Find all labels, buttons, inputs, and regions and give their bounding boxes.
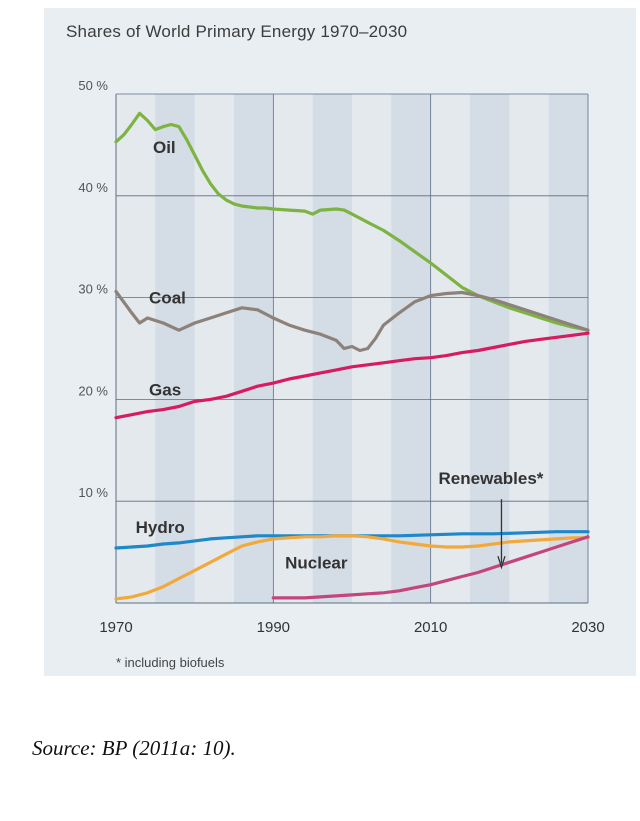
series-line-coal <box>114 289 590 353</box>
band-2025 <box>548 94 588 603</box>
series-line-gas <box>114 331 590 420</box>
series-lines <box>114 111 590 601</box>
band-2020 <box>509 94 549 603</box>
y-tick-label: 40 % <box>78 180 108 195</box>
series-label-renewables: Renewables* <box>439 469 544 488</box>
series-label-oil: Oil <box>153 138 176 157</box>
band-1970 <box>116 94 156 603</box>
annotations <box>497 499 506 570</box>
series-label-gas: Gas <box>149 380 181 399</box>
y-tick-label: 10 % <box>78 485 108 500</box>
x-tick-labels: 1970 1990 2010 2030 <box>99 619 604 636</box>
footnote: * including biofuels <box>116 655 225 670</box>
band-1975 <box>155 94 195 603</box>
y-tick-label: 50 % <box>78 78 108 93</box>
band-2005 <box>391 94 431 603</box>
band-1990 <box>273 94 313 603</box>
source-caption: Source: BP (2011a: 10). <box>32 736 236 760</box>
series-line-nuclear <box>114 534 590 601</box>
renewables-arrow-head <box>497 555 506 570</box>
x-tick-label: 1970 <box>99 619 132 636</box>
y-tick-label: 30 % <box>78 282 108 297</box>
y-tick-labels: 10 % 20 % 30 % 40 % 50 % <box>78 78 108 500</box>
band-2010 <box>430 94 470 603</box>
band-1980 <box>194 94 234 603</box>
chart-title: Shares of World Primary Energy 1970–2030 <box>66 22 408 41</box>
background-bands <box>116 94 588 603</box>
band-1985 <box>234 94 274 603</box>
y-tick-label: 20 % <box>78 383 108 398</box>
series-label-coal: Coal <box>149 289 186 308</box>
gridlines <box>115 93 589 604</box>
series-label-nuclear: Nuclear <box>285 553 348 572</box>
x-tick-label: 1990 <box>257 619 290 636</box>
series-labels: Oil Coal Gas Hydro Nuclear Renewables* <box>136 138 544 572</box>
x-tick-label: 2010 <box>414 619 447 636</box>
x-tick-label: 2030 <box>571 619 604 636</box>
series-line-renewables <box>271 535 590 600</box>
series-line-hydro <box>114 530 590 550</box>
series-label-hydro: Hydro <box>136 518 185 537</box>
